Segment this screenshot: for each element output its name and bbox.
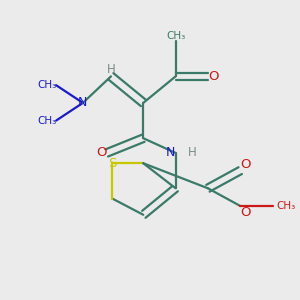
Text: CH₃: CH₃ (37, 116, 56, 126)
Text: S: S (108, 157, 117, 170)
Text: CH₃: CH₃ (166, 31, 185, 41)
Text: CH₃: CH₃ (277, 201, 296, 211)
Text: H: H (188, 146, 197, 159)
Text: O: O (240, 206, 251, 219)
Text: O: O (96, 146, 107, 159)
Text: N: N (166, 146, 176, 159)
Text: CH₃: CH₃ (37, 80, 56, 90)
Text: O: O (240, 158, 251, 171)
Text: O: O (208, 70, 218, 83)
Text: H: H (106, 63, 115, 76)
Text: N: N (78, 96, 88, 110)
